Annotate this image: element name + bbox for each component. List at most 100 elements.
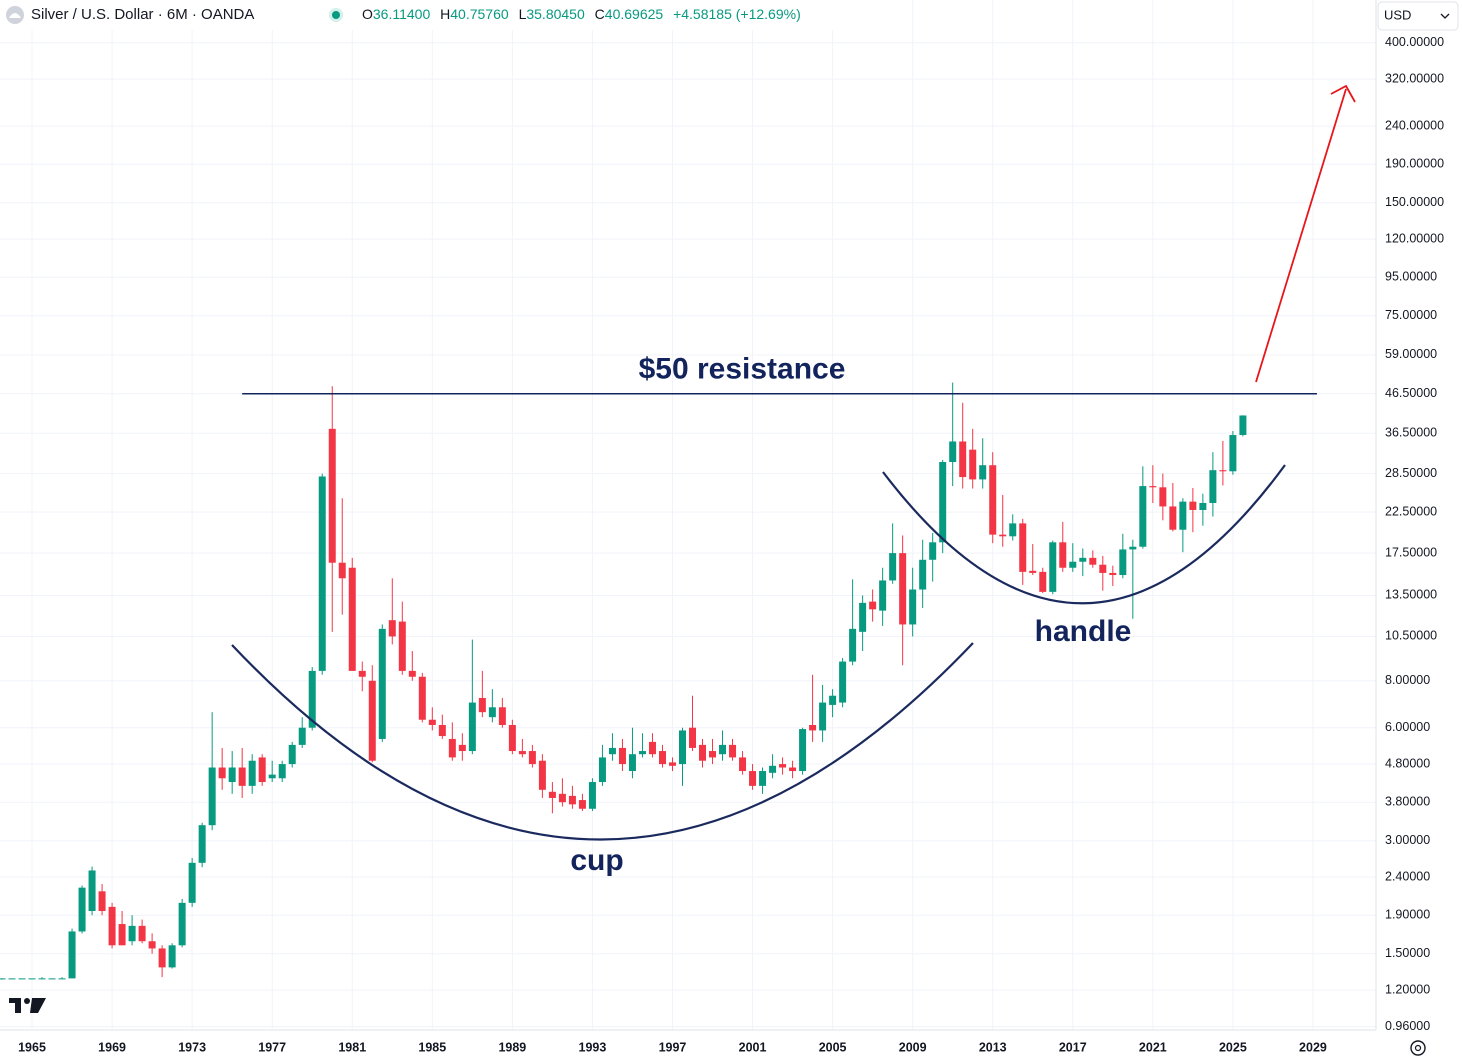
candle-body xyxy=(1099,564,1107,573)
y-tick-label: 320.00000 xyxy=(1385,71,1444,85)
candle-body xyxy=(769,765,777,773)
candle-body xyxy=(1089,557,1097,565)
candle-body xyxy=(508,725,516,752)
x-tick-label: 2009 xyxy=(899,1040,927,1054)
price-axis: 0.96000 1.20000 1.50000 1.90000 2.40000 3.000… xyxy=(1385,35,1444,1033)
y-tick-label: 2.40000 xyxy=(1385,869,1430,883)
candle-body xyxy=(428,719,436,726)
candle-body xyxy=(458,744,466,752)
y-tick-label: 17.50000 xyxy=(1385,545,1437,559)
candle-body xyxy=(658,751,666,765)
low-value: 35.80450 xyxy=(526,6,585,22)
candle-body xyxy=(1059,542,1067,568)
candle-body xyxy=(38,978,46,980)
candle-body xyxy=(889,553,897,581)
candle-body xyxy=(638,751,646,755)
candle-body xyxy=(719,744,727,755)
y-tick-label: 10.50000 xyxy=(1385,629,1437,643)
candle-body xyxy=(498,707,506,726)
close-label: C xyxy=(595,6,605,22)
candle-body xyxy=(699,744,707,761)
y-tick-label: 4.80000 xyxy=(1385,756,1430,770)
time-axis: 1965 1969 1973 1977 1981 1985 1989 1993 1997 2001… xyxy=(18,1040,1327,1054)
x-tick-label: 1985 xyxy=(418,1040,446,1054)
x-tick-label: 2001 xyxy=(739,1040,767,1054)
candle-body xyxy=(68,931,76,979)
candle-body xyxy=(1109,572,1117,576)
candle-body xyxy=(318,476,326,671)
candle-body xyxy=(98,891,106,911)
y-tick-label: 1.50000 xyxy=(1385,946,1430,960)
candle-body xyxy=(1209,470,1217,503)
x-tick-label: 2013 xyxy=(979,1040,1007,1054)
candle-body xyxy=(879,580,887,611)
candle-body xyxy=(268,774,276,779)
y-tick-label: 400.00000 xyxy=(1385,35,1444,49)
candle-body xyxy=(58,978,66,980)
y-tick-label: 28.50000 xyxy=(1385,466,1437,480)
settings-icon[interactable] xyxy=(1410,1040,1426,1056)
candle-body xyxy=(1129,546,1137,550)
candle-body xyxy=(1239,415,1247,435)
candle-body xyxy=(238,767,246,786)
x-tick-label: 1973 xyxy=(178,1040,206,1054)
market-status-dot xyxy=(332,11,340,19)
x-tick-label: 2005 xyxy=(819,1040,847,1054)
candle-body xyxy=(739,757,747,772)
candle-body xyxy=(528,751,536,765)
y-tick-label: 46.50000 xyxy=(1385,386,1437,400)
candle-body xyxy=(168,945,176,968)
candle-body xyxy=(919,559,927,590)
candle-body xyxy=(1049,542,1057,592)
x-tick-label: 1981 xyxy=(338,1040,366,1054)
y-tick-label: 190.00000 xyxy=(1385,156,1444,170)
candle-body xyxy=(1119,549,1127,576)
candle-body xyxy=(989,465,997,535)
cup-label: cup xyxy=(570,844,623,877)
candle-body xyxy=(538,760,546,790)
candle-body xyxy=(999,534,1007,537)
open-value: 36.11400 xyxy=(373,6,431,22)
x-tick-label: 1965 xyxy=(18,1040,46,1054)
candle-body xyxy=(568,795,576,805)
candle-body xyxy=(278,764,286,779)
candle-body xyxy=(438,725,446,737)
candle-body xyxy=(198,825,206,863)
y-tick-label: 22.50000 xyxy=(1385,504,1437,518)
candle-body xyxy=(578,800,586,809)
candle-body xyxy=(959,441,967,478)
candle-body xyxy=(448,738,456,758)
candle-body xyxy=(1029,570,1037,573)
candle-body xyxy=(1199,502,1207,510)
candle-body xyxy=(388,620,396,637)
x-tick-label: 1969 xyxy=(98,1040,126,1054)
candle-body xyxy=(158,948,166,968)
candle-body xyxy=(1139,486,1147,547)
x-tick-label: 2021 xyxy=(1139,1040,1167,1054)
candle-body xyxy=(648,741,656,755)
candle-body xyxy=(258,757,266,783)
candle-body xyxy=(608,747,616,755)
settings-icon-center xyxy=(1414,1044,1422,1052)
x-tick-label: 2029 xyxy=(1299,1040,1327,1054)
candle-body xyxy=(548,791,556,798)
y-tick-label: 1.90000 xyxy=(1385,908,1430,922)
arrow-line xyxy=(1255,88,1347,383)
x-tick-label: 1997 xyxy=(659,1040,687,1054)
y-tick-label: 3.80000 xyxy=(1385,794,1430,808)
y-tick-label: 13.50000 xyxy=(1385,588,1437,602)
y-tick-label: 3.00000 xyxy=(1385,833,1430,847)
candle-body xyxy=(678,730,686,765)
close-value: 40.69625 xyxy=(605,6,664,22)
candle-body xyxy=(709,751,717,758)
candle-body xyxy=(899,553,907,625)
candle-body xyxy=(849,628,857,662)
currency-selector[interactable] xyxy=(1377,1,1459,31)
candle-body xyxy=(1219,470,1227,472)
header-bg xyxy=(0,0,860,30)
candle-body xyxy=(1169,506,1177,530)
candle-body xyxy=(1229,435,1237,472)
logo-dot xyxy=(24,998,30,1004)
candle-body xyxy=(88,870,96,911)
